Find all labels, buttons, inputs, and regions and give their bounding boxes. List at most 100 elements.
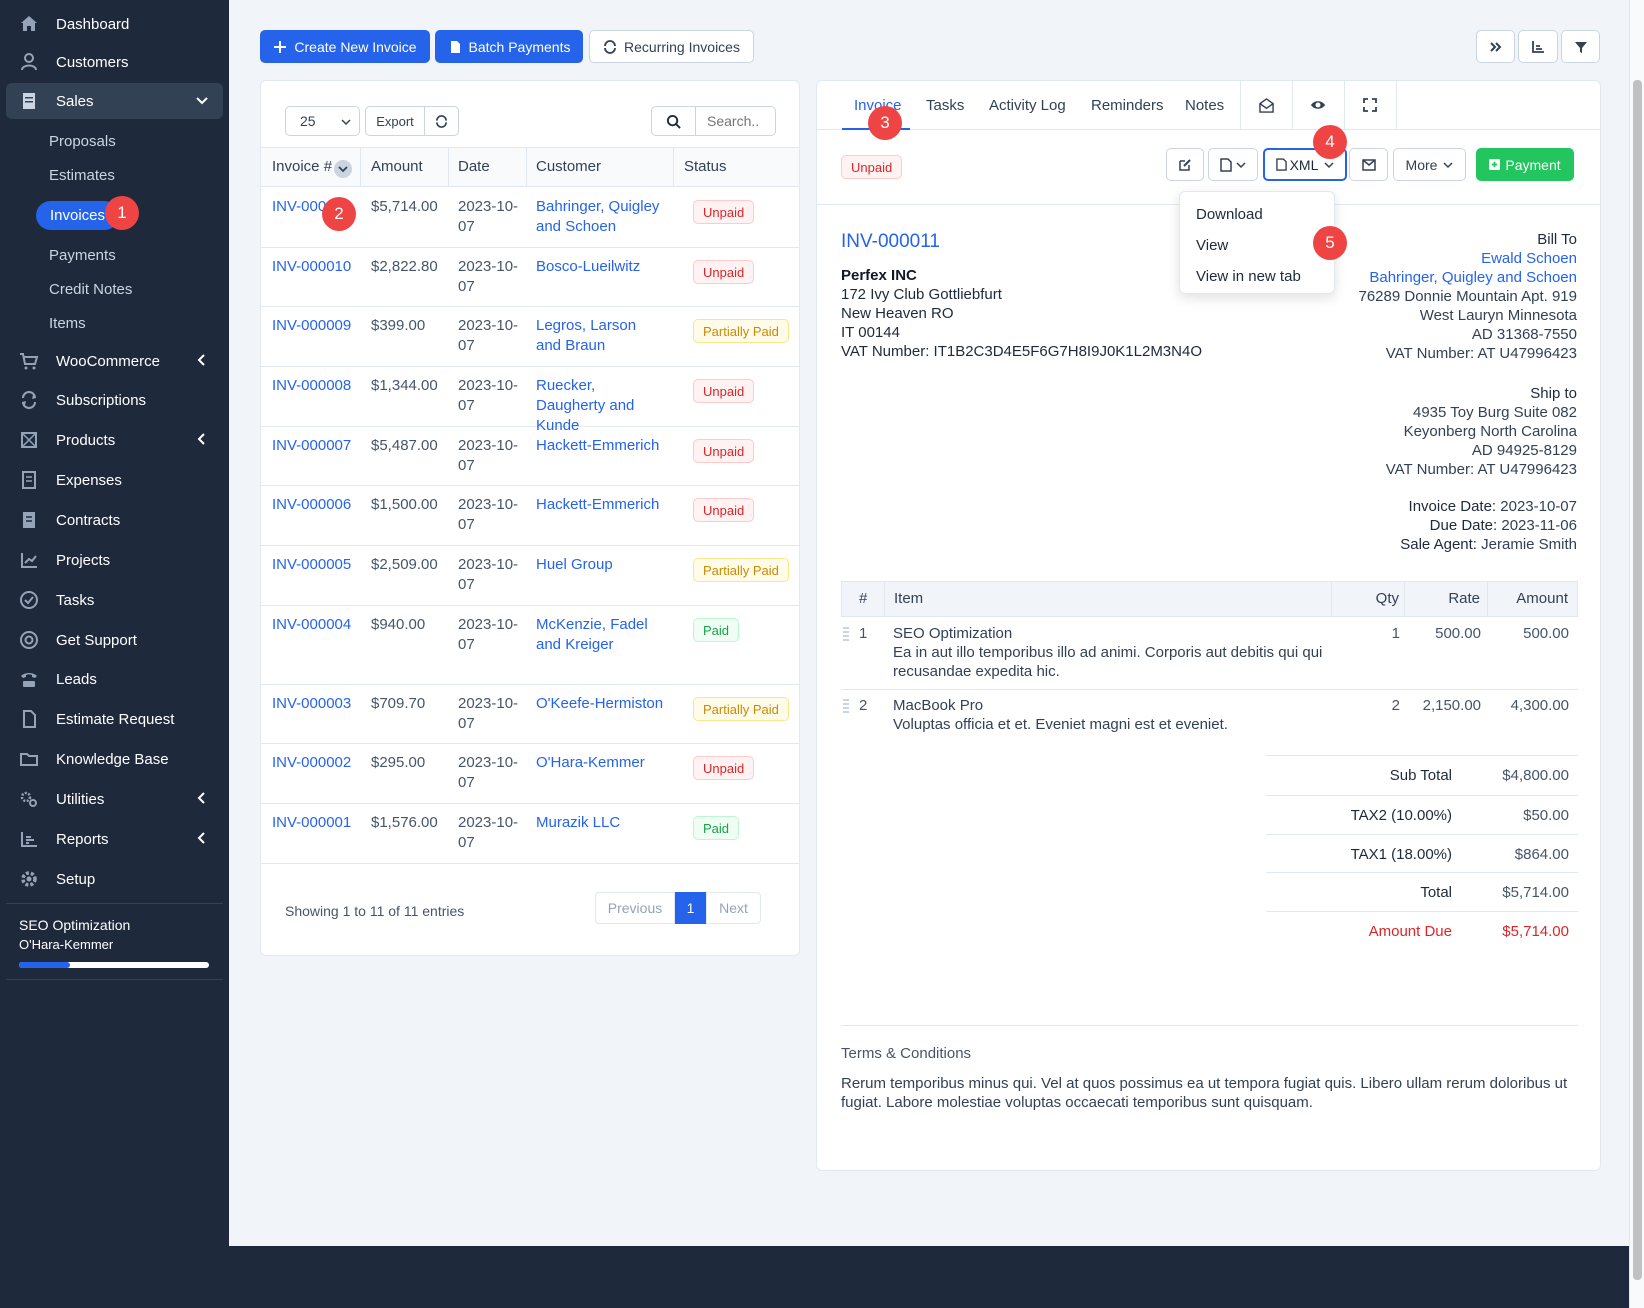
- invoice-number-link[interactable]: INV-000008: [272, 377, 352, 394]
- drag-handle-icon[interactable]: [843, 699, 849, 715]
- sidebar-subitem-items[interactable]: Items: [49, 315, 86, 332]
- customer-link[interactable]: McKenzie, Fadel and Kreiger: [536, 616, 648, 653]
- totals-row: Sub Total $4,800.00: [1266, 767, 1578, 787]
- recurring-invoices-button[interactable]: Recurring Invoices: [589, 30, 754, 63]
- invoice-number-link[interactable]: INV-000001: [272, 814, 352, 831]
- table-row[interactable]: INV-000010 $2,822.80 2023-10- 07 Bosco-Lueil…: [261, 247, 799, 306]
- table-row[interactable]: INV-000005 $2,509.00 2023-10- 07 Huel Group P…: [261, 545, 799, 605]
- invoice-number-link[interactable]: INV-000003: [272, 695, 352, 712]
- drag-handle-icon[interactable]: [843, 627, 849, 643]
- table-row[interactable]: INV-000007 $5,487.00 2023-10- 07 Hackett-Emm…: [261, 426, 799, 485]
- export-button[interactable]: Export: [365, 106, 425, 136]
- sidebar-item-expenses[interactable]: Expenses: [6, 462, 223, 498]
- more-dropdown-button[interactable]: More: [1393, 148, 1466, 181]
- dropdown-download[interactable]: Download: [1196, 206, 1263, 223]
- table-row[interactable]: INV-000004 $940.00 2023-10- 07 McKenzie, Fad…: [261, 605, 799, 684]
- customer-link[interactable]: O'Hara-Kemmer: [536, 754, 645, 771]
- tab-email[interactable]: [1244, 95, 1288, 115]
- customer-link[interactable]: O'Keefe-Hermiston: [536, 695, 664, 712]
- scrollbar-thumb[interactable]: [1633, 80, 1642, 1280]
- sidebar-item-dashboard[interactable]: Dashboard: [6, 6, 223, 42]
- column-date[interactable]: Date: [458, 158, 490, 175]
- sidebar-item-contracts[interactable]: Contracts: [6, 502, 223, 538]
- bill-to-contact[interactable]: Ewald Schoen: [1481, 250, 1577, 267]
- payment-button[interactable]: Payment: [1476, 148, 1574, 181]
- sidebar-subitem-proposals[interactable]: Proposals: [49, 133, 116, 150]
- column-status[interactable]: Status: [684, 158, 727, 175]
- bill-to-company[interactable]: Bahringer, Quigley and Schoen: [1369, 269, 1577, 286]
- search-input[interactable]: [696, 106, 776, 136]
- stats-button[interactable]: [1518, 30, 1558, 63]
- sidebar-item-tasks[interactable]: Tasks: [6, 582, 223, 618]
- create-invoice-button[interactable]: Create New Invoice: [260, 30, 430, 63]
- reload-button[interactable]: [425, 106, 459, 136]
- pagination-next[interactable]: Next: [706, 892, 761, 924]
- table-row[interactable]: INV-000008 $1,344.00 2023-10- 07 Ruecker, Da…: [261, 366, 799, 434]
- sidebar-item-woocommerce[interactable]: WooCommerce: [6, 343, 223, 379]
- sidebar-item-get-support[interactable]: Get Support: [6, 622, 223, 658]
- sidebar-item-products[interactable]: Products: [6, 422, 223, 458]
- sidebar-item-knowledge-base[interactable]: Knowledge Base: [6, 741, 223, 777]
- sidebar-item-subscriptions[interactable]: Subscriptions: [6, 382, 223, 418]
- xml-dropdown-button[interactable]: XML: [1263, 148, 1347, 181]
- page-size-select[interactable]: 25: [285, 106, 360, 136]
- scrollbar[interactable]: [1629, 0, 1644, 1308]
- tab-reminders[interactable]: Reminders: [1091, 97, 1164, 114]
- dropdown-view-new-tab[interactable]: View in new tab: [1196, 268, 1301, 285]
- edit-button[interactable]: [1166, 148, 1204, 181]
- footer-bar: [229, 1246, 1629, 1308]
- sidebar-item-reports[interactable]: Reports: [6, 821, 223, 857]
- table-row[interactable]: INV-000009 $399.00 2023-10- 07 Legros, Larso…: [261, 306, 799, 366]
- invoice-number-link[interactable]: INV-000010: [272, 258, 352, 275]
- sidebar-item-projects[interactable]: Projects: [6, 542, 223, 578]
- sidebar-item-utilities[interactable]: Utilities: [6, 781, 223, 817]
- invoice-number-link[interactable]: INV-000004: [272, 616, 352, 633]
- column-invoice-number[interactable]: Invoice #: [272, 158, 333, 175]
- tab-activity-log[interactable]: Activity Log: [989, 97, 1066, 114]
- sidebar-item-estimate-request[interactable]: Estimate Request: [6, 701, 223, 737]
- sidebar-subitem-estimates[interactable]: Estimates: [49, 167, 115, 184]
- invoice-number-link[interactable]: INV-000007: [272, 437, 352, 454]
- table-row[interactable]: INV-000001 $1,576.00 2023-10- 07 Murazik LLC…: [261, 803, 799, 863]
- sidebar-item-leads[interactable]: Leads: [6, 661, 223, 697]
- customer-link[interactable]: Hackett-Emmerich: [536, 496, 660, 513]
- tab-notes[interactable]: Notes: [1185, 97, 1225, 114]
- customer-link[interactable]: Hackett-Emmerich: [536, 437, 660, 454]
- table-row[interactable]: INV-000002 $295.00 2023-10- 07 O'Hara-Kemmer…: [261, 743, 799, 803]
- customer-link[interactable]: Huel Group: [536, 556, 613, 573]
- tab-fullscreen[interactable]: [1348, 95, 1392, 115]
- filter-button[interactable]: [1561, 30, 1600, 63]
- send-email-button[interactable]: [1349, 148, 1388, 181]
- table-row[interactable]: INV-000011 $5,714.00 2023-10- 07 Bahringer, …: [261, 187, 799, 247]
- batch-payments-button[interactable]: Batch Payments: [435, 30, 583, 63]
- pagination-previous[interactable]: Previous: [595, 892, 675, 924]
- sidebar-item-setup[interactable]: Setup: [6, 861, 223, 897]
- customer-link[interactable]: Bahringer, Quigley and Schoen: [536, 198, 660, 235]
- customer-link[interactable]: Ruecker, Daugherty and Kunde: [536, 377, 635, 434]
- tab-tasks[interactable]: Tasks: [926, 97, 965, 114]
- invoice-number-link[interactable]: INV-000002: [272, 754, 352, 771]
- dropdown-view[interactable]: View: [1196, 237, 1229, 254]
- invoice-number-link[interactable]: INV-000005: [272, 556, 352, 573]
- invoice-number-link[interactable]: INV-000006: [272, 496, 352, 513]
- items-column-item: Item: [894, 590, 924, 607]
- customer-link[interactable]: Murazik LLC: [536, 814, 621, 831]
- invoice-number-link[interactable]: INV-000009: [272, 317, 352, 334]
- invoice-number[interactable]: INV-000011: [841, 231, 940, 252]
- sidebar-item-sales[interactable]: Sales: [6, 83, 223, 119]
- sidebar-subitem-payments[interactable]: Payments: [49, 247, 116, 264]
- search-button[interactable]: [651, 106, 696, 136]
- sidebar-subitem-credit-notes[interactable]: Credit Notes: [49, 281, 133, 298]
- expand-panel-button[interactable]: [1476, 30, 1515, 63]
- pagination-page-1[interactable]: 1: [675, 892, 706, 924]
- sort-toggle[interactable]: [334, 160, 352, 178]
- column-customer[interactable]: Customer: [536, 158, 602, 175]
- sidebar-item-customers[interactable]: Customers: [6, 44, 223, 80]
- customer-link[interactable]: Legros, Larson and Braun: [536, 317, 637, 354]
- pdf-dropdown-button[interactable]: [1208, 148, 1258, 181]
- column-amount[interactable]: Amount: [371, 158, 423, 175]
- table-row[interactable]: INV-000006 $1,500.00 2023-10- 07 Hackett-Emm…: [261, 485, 799, 545]
- customer-link[interactable]: Bosco-Lueilwitz: [536, 258, 641, 275]
- table-row[interactable]: INV-000003 $709.70 2023-10- 07 O'Keefe-Hermi…: [261, 684, 799, 743]
- tab-preview[interactable]: [1296, 95, 1340, 115]
